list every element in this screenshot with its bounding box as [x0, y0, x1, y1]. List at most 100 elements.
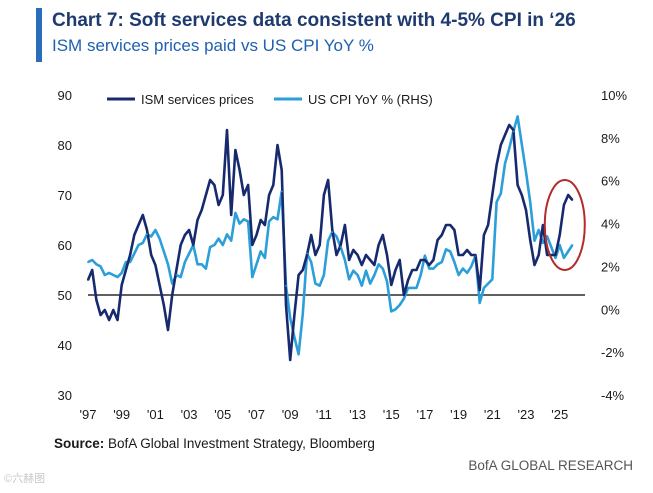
data-point-us-cpi	[453, 261, 456, 264]
data-point-us-cpi	[550, 246, 553, 249]
data-point-us-cpi	[297, 353, 300, 356]
data-point-ism-services	[440, 234, 443, 236]
y-right-tick-label: 0%	[601, 302, 620, 317]
data-point-ism-services	[563, 204, 565, 206]
data-point-us-cpi	[183, 261, 186, 264]
data-point-us-cpi	[280, 190, 283, 193]
data-point-us-cpi	[103, 274, 106, 276]
data-point-ism-services	[192, 244, 195, 246]
data-point-ism-services	[289, 359, 292, 361]
data-point-us-cpi	[390, 310, 393, 313]
data-point-us-cpi	[259, 250, 262, 253]
y-right-tick-label: -4%	[601, 388, 625, 403]
x-tick-label: '23	[518, 407, 535, 422]
data-point-us-cpi	[563, 256, 565, 259]
data-point-ism-services	[402, 294, 405, 296]
data-point-us-cpi	[331, 231, 334, 234]
data-point-us-cpi	[394, 308, 397, 311]
x-tick-label: '13	[349, 407, 366, 422]
data-point-ism-services	[247, 184, 249, 186]
data-point-us-cpi	[141, 241, 144, 244]
data-point-ism-services	[461, 254, 464, 256]
legend-label-us-cpi: US CPI YoY % (RHS)	[308, 92, 433, 107]
data-point-us-cpi	[230, 239, 233, 242]
data-point-ism-services	[356, 254, 359, 256]
x-tick-label: '21	[484, 407, 501, 422]
data-point-ism-services	[293, 314, 296, 316]
data-point-ism-services	[348, 259, 351, 261]
data-point-us-cpi	[289, 316, 292, 319]
data-point-us-cpi	[167, 263, 169, 266]
data-point-ism-services	[567, 194, 570, 196]
data-point-us-cpi	[116, 276, 119, 279]
data-point-us-cpi	[440, 261, 443, 264]
data-point-us-cpi	[529, 201, 532, 204]
data-point-ism-services	[478, 289, 481, 291]
data-point-ism-services	[112, 309, 115, 311]
data-point-us-cpi	[108, 271, 110, 274]
data-point-ism-services	[369, 259, 372, 261]
data-point-us-cpi	[318, 284, 321, 287]
data-point-ism-services	[188, 229, 190, 231]
source-label: Source:	[54, 436, 105, 451]
data-point-ism-services	[272, 184, 275, 186]
y-left-tick-label: 60	[58, 238, 72, 253]
data-point-ism-services	[91, 269, 94, 271]
data-point-us-cpi	[344, 259, 346, 261]
data-point-us-cpi	[554, 256, 557, 259]
y-right-tick-label: 10%	[601, 88, 627, 103]
data-point-us-cpi	[310, 261, 313, 264]
data-point-us-cpi	[221, 244, 224, 246]
data-point-ism-services	[373, 264, 376, 266]
data-point-us-cpi	[226, 233, 228, 236]
data-point-us-cpi	[188, 252, 190, 255]
data-point-us-cpi	[268, 220, 271, 223]
data-point-ism-services	[487, 224, 490, 226]
data-point-ism-services	[415, 269, 418, 271]
data-point-ism-services	[280, 169, 283, 171]
data-point-us-cpi	[87, 261, 89, 264]
data-point-ism-services	[331, 229, 334, 231]
data-point-ism-services	[167, 329, 169, 331]
data-point-ism-services	[137, 224, 140, 226]
data-point-ism-services	[183, 234, 186, 236]
data-point-us-cpi	[541, 241, 544, 244]
data-point-us-cpi	[175, 274, 178, 276]
data-point-ism-services	[533, 264, 536, 266]
data-point-ism-services	[512, 129, 515, 131]
data-point-us-cpi	[171, 282, 174, 285]
data-point-ism-services	[99, 314, 102, 316]
title-accent-bar	[36, 8, 42, 62]
data-point-ism-services	[335, 254, 338, 256]
data-point-us-cpi	[487, 282, 490, 285]
data-point-us-cpi	[242, 218, 245, 221]
data-point-ism-services	[520, 194, 523, 196]
data-point-us-cpi	[445, 248, 447, 251]
data-point-ism-services	[411, 269, 414, 271]
data-point-ism-services	[213, 184, 216, 186]
data-point-us-cpi	[306, 252, 308, 255]
y-left-tick-label: 90	[58, 88, 72, 103]
data-point-us-cpi	[217, 237, 220, 240]
data-point-us-cpi	[365, 269, 367, 272]
data-point-ism-services	[419, 259, 422, 261]
data-point-ism-services	[432, 259, 435, 261]
data-point-ism-services	[242, 194, 245, 196]
data-point-us-cpi	[133, 252, 136, 255]
x-tick-label: '11	[316, 407, 332, 422]
data-point-ism-services	[394, 269, 397, 271]
y-right-tick-label: 4%	[601, 217, 620, 232]
x-tick-label: '19	[450, 407, 467, 422]
data-point-ism-services	[306, 254, 308, 256]
data-point-us-cpi	[495, 201, 498, 204]
data-point-ism-services	[318, 244, 321, 246]
data-point-ism-services	[483, 234, 485, 236]
data-point-us-cpi	[234, 211, 237, 214]
data-point-ism-services	[200, 209, 203, 211]
data-point-us-cpi	[508, 147, 511, 150]
data-point-ism-services	[327, 179, 329, 181]
data-point-ism-services	[360, 264, 363, 266]
data-point-us-cpi	[546, 235, 548, 238]
data-point-us-cpi	[436, 263, 439, 266]
